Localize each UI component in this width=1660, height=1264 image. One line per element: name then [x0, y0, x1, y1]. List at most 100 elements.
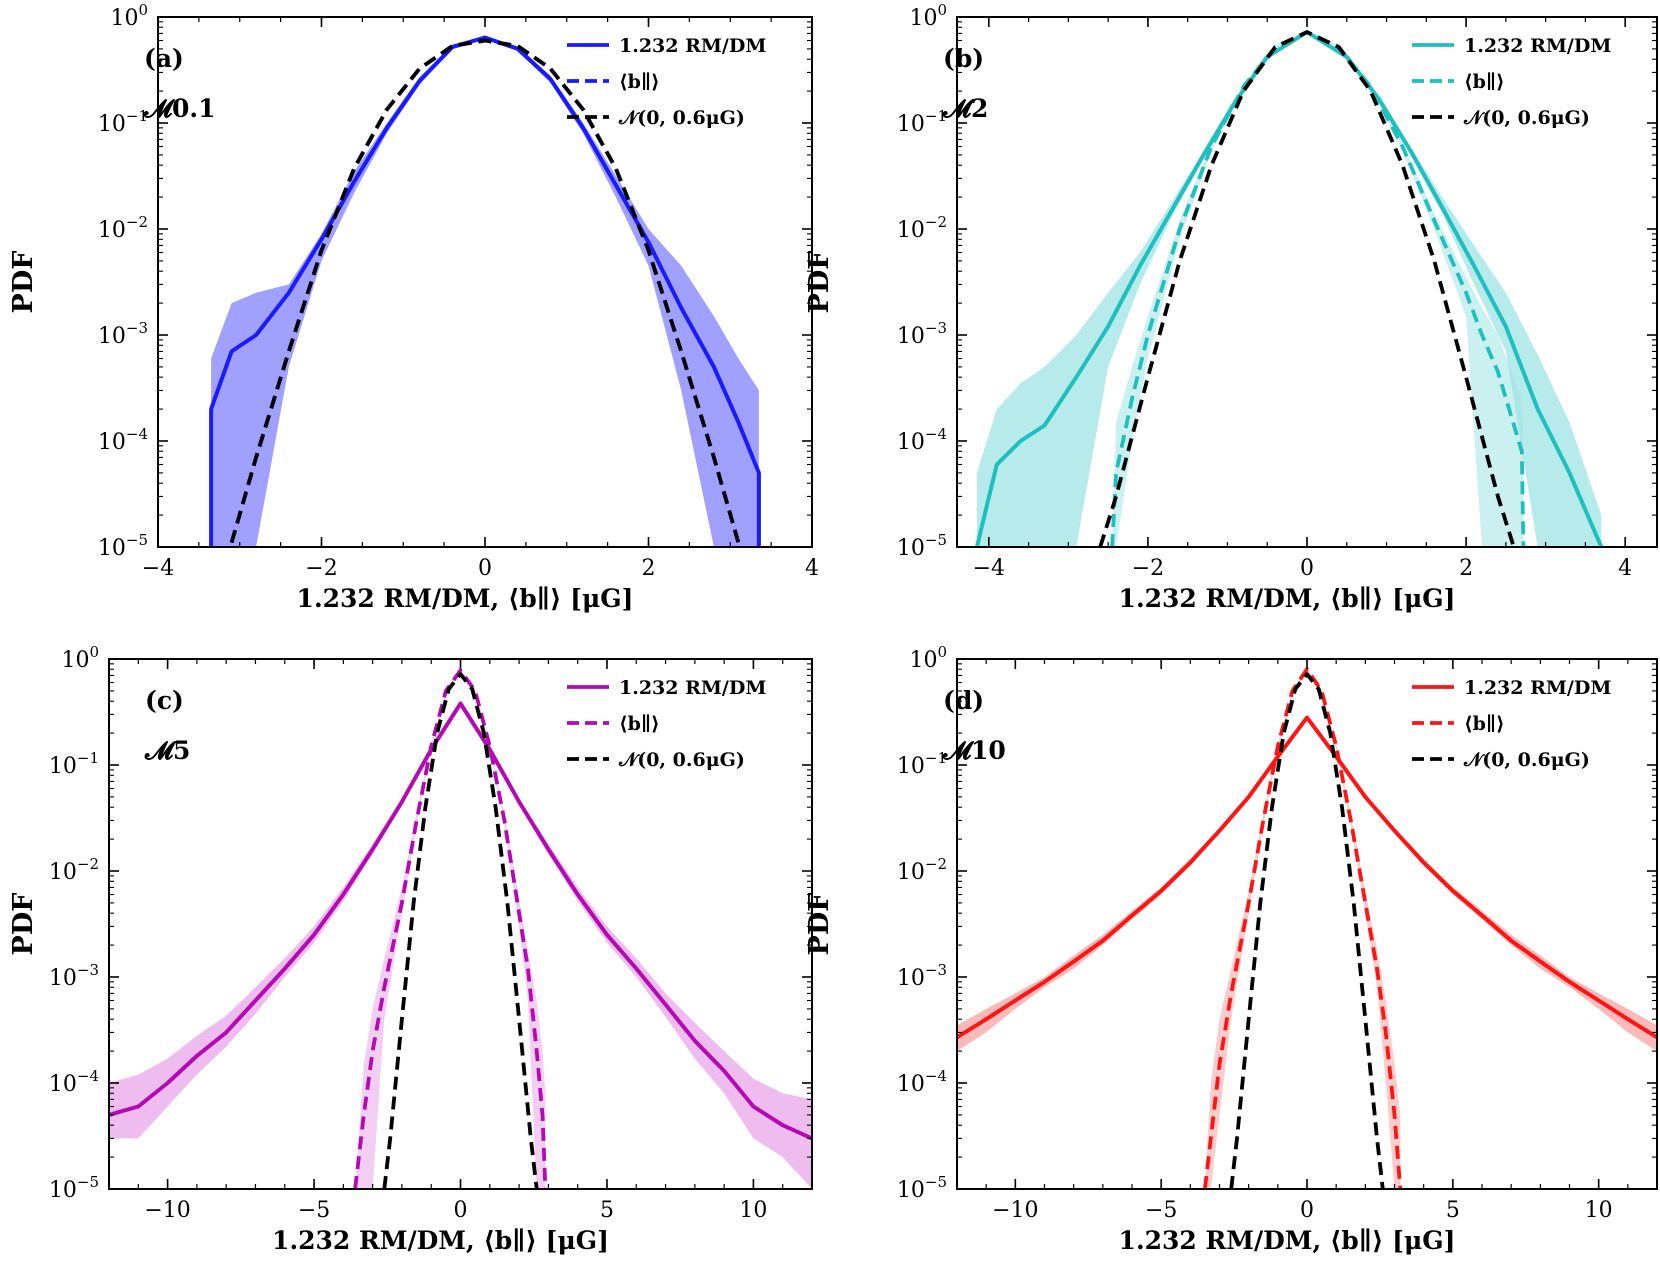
y-axis-label: PDF — [804, 893, 835, 956]
x-tick-label: 4 — [805, 556, 819, 581]
y-tick-label: 10−1 — [897, 749, 947, 779]
y-tick-label: 10−4 — [98, 425, 148, 455]
legend-label: ⟨b∥⟩ — [1464, 71, 1505, 93]
line-gaussian — [1098, 30, 1516, 547]
y-tick-label: 10−3 — [897, 961, 947, 991]
line-rm-dm — [109, 701, 812, 1141]
y-axis-label: PDF — [8, 893, 39, 956]
y-tick-label: 10−2 — [897, 213, 947, 243]
x-tick-label: 5 — [600, 1198, 614, 1223]
y-tick-label: 10−4 — [897, 425, 947, 455]
x-tick-label: −10 — [992, 1198, 1038, 1223]
legend: 1.232 RM/DM ⟨b∥⟩ 𝒩(0, 0.6μG) — [567, 677, 766, 771]
mach-label: 𝓜5 — [144, 736, 190, 765]
legend-label: 1.232 RM/DM — [1464, 677, 1611, 699]
x-tick-label: 0 — [1300, 556, 1314, 581]
x-tick-label: 10 — [1585, 1198, 1613, 1223]
x-tick-label: 2 — [1459, 556, 1473, 581]
y-tick-label: 100 — [110, 1, 148, 31]
line-gaussian — [382, 672, 539, 1189]
x-axis-label: 1.232 RM/DM, ⟨b∥⟩ [μG] — [272, 1226, 609, 1255]
mach-label: 𝓜0.1 — [143, 94, 216, 123]
y-tick-label: 10−4 — [49, 1067, 99, 1097]
mach-label: 𝓜2 — [942, 94, 988, 123]
panel-label: (b) — [943, 44, 984, 73]
band-b-parallel — [355, 669, 546, 1189]
y-tick-label: 10−1 — [49, 749, 99, 779]
line-gaussian — [1229, 672, 1385, 1189]
plot-area — [109, 668, 812, 1189]
band-rm-dm — [211, 36, 759, 547]
y-tick-label: 100 — [909, 1, 947, 31]
legend: 1.232 RM/DM ⟨b∥⟩ 𝒩(0, 0.6μG) — [1412, 677, 1611, 771]
band-b-parallel — [1112, 30, 1524, 547]
axes-frame — [108, 658, 813, 1190]
x-tick-label: 0 — [478, 556, 492, 581]
x-tick-label: 0 — [1300, 1198, 1314, 1223]
legend: 1.232 RM/DM ⟨b∥⟩ 𝒩(0, 0.6μG) — [1412, 35, 1611, 129]
y-tick-label: 10−3 — [49, 961, 99, 991]
band-rm-dm — [109, 702, 812, 1189]
line-rm-dm — [957, 715, 1657, 1039]
line-rm-dm — [209, 35, 761, 547]
legend-label: 𝒩(0, 0.6μG) — [618, 107, 745, 129]
y-tick-label: 10−2 — [98, 213, 148, 243]
plot-area — [209, 35, 761, 547]
y-tick-label: 10−1 — [98, 107, 148, 137]
y-tick-label: 10−2 — [897, 855, 947, 885]
legend-label: 𝒩(0, 0.6μG) — [1463, 107, 1590, 129]
panel-b: −4 −2 0 2 4 10−5 10−4 10−3 10−2 10−1 100 1.232 RM/D… — [804, 1, 1658, 613]
line-b-parallel — [1203, 667, 1403, 1189]
legend-label: ⟨b∥⟩ — [619, 71, 660, 93]
x-tick-label: −5 — [1145, 1198, 1177, 1223]
line-gaussian — [229, 38, 741, 544]
x-tick-label: 4 — [1618, 556, 1632, 581]
band-rm-dm — [976, 30, 1602, 547]
panel-c: −10 −5 0 5 10 10−5 10−4 10−3 10−2 10−1 100 1.232 RM… — [8, 643, 813, 1255]
panel-label: (c) — [145, 686, 184, 715]
plot-area — [957, 667, 1657, 1189]
y-tick-label: 10−3 — [897, 319, 947, 349]
x-tick-label: 5 — [1446, 1198, 1460, 1223]
x-tick-label: −4 — [142, 556, 174, 581]
panel-label: (a) — [144, 44, 184, 73]
line-b-parallel — [353, 668, 548, 1189]
legend-label: ⟨b∥⟩ — [619, 713, 660, 735]
panel-a: −4 −2 0 2 4 10−5 10−4 10−3 10−2 10−1 100 1.232 RM/D… — [8, 1, 819, 613]
x-tick-label: 2 — [642, 556, 656, 581]
x-tick-label: −10 — [144, 1198, 190, 1223]
x-tick-label: −4 — [973, 556, 1005, 581]
x-tick-label: −2 — [305, 556, 337, 581]
y-tick-label: 10−5 — [98, 531, 148, 561]
y-tick-label: 10−4 — [897, 1067, 947, 1097]
legend-label: 1.232 RM/DM — [619, 677, 766, 699]
x-tick-label: −5 — [298, 1198, 330, 1223]
panel-label: (d) — [943, 686, 984, 715]
x-tick-label: 10 — [739, 1198, 767, 1223]
y-tick-label: 10−3 — [98, 319, 148, 349]
plot-area — [974, 30, 1604, 547]
y-tick-label: 10−1 — [897, 107, 947, 137]
x-axis-label: 1.232 RM/DM, ⟨b∥⟩ [μG] — [297, 584, 634, 613]
y-tick-label: 10−5 — [897, 1173, 947, 1203]
x-axis-label: 1.232 RM/DM, ⟨b∥⟩ [μG] — [1119, 1226, 1456, 1255]
legend-label: 1.232 RM/DM — [1464, 35, 1611, 57]
x-axis-label: 1.232 RM/DM, ⟨b∥⟩ [μG] — [1119, 584, 1456, 613]
axes-frame — [956, 658, 1658, 1190]
mach-label: 𝓜10 — [942, 736, 1006, 765]
legend-label: ⟨b∥⟩ — [1464, 713, 1505, 735]
legend-label: 𝒩(0, 0.6μG) — [1463, 749, 1590, 771]
panel-d: −10 −5 0 5 10 10−5 10−4 10−3 10−2 10−1 100 1.232 RM… — [804, 643, 1658, 1255]
y-axis-label: PDF — [804, 251, 835, 314]
y-tick-label: 100 — [61, 643, 99, 673]
y-tick-label: 10−2 — [49, 855, 99, 885]
x-tick-label: 0 — [454, 1198, 468, 1223]
legend-label: 𝒩(0, 0.6μG) — [618, 749, 745, 771]
x-tick-label: −2 — [1132, 556, 1164, 581]
y-tick-label: 10−5 — [897, 531, 947, 561]
legend: 1.232 RM/DM ⟨b∥⟩ 𝒩(0, 0.6μG) — [567, 35, 766, 129]
legend-label: 1.232 RM/DM — [619, 35, 766, 57]
y-axis-label: PDF — [8, 251, 39, 314]
y-tick-label: 100 — [909, 643, 947, 673]
